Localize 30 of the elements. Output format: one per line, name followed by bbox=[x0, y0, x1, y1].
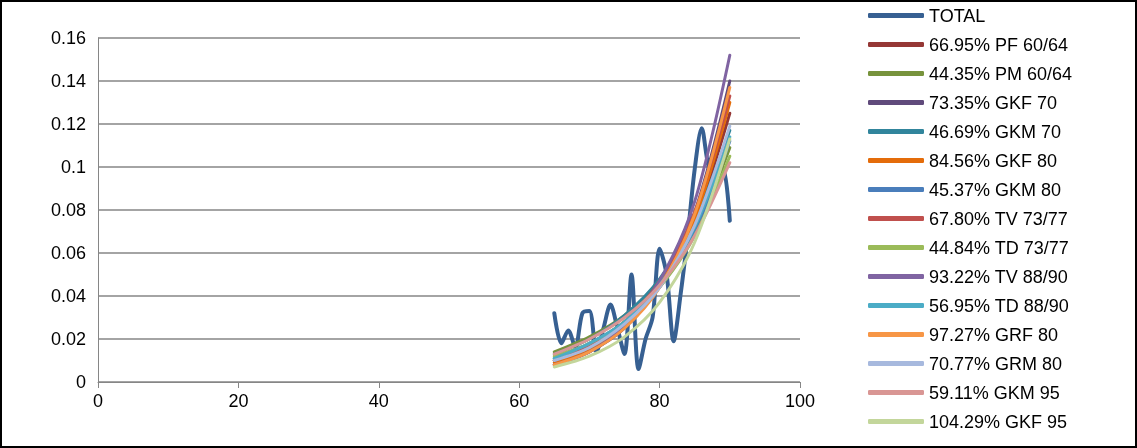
x-tick-label: 40 bbox=[368, 391, 389, 411]
legend-label: 44.84% TD 73/77 bbox=[929, 237, 1069, 258]
y-tick-label: 0.16 bbox=[50, 28, 86, 48]
x-tick-label: 60 bbox=[509, 391, 530, 411]
y-tick-label: 0.1 bbox=[60, 157, 86, 177]
y-tick-label: 0.04 bbox=[50, 286, 86, 306]
legend-label: 45.37% GKM 80 bbox=[929, 179, 1062, 200]
legend-label: 97.27% GRF 80 bbox=[929, 324, 1059, 345]
legend-label: 70.77% GRM 80 bbox=[929, 353, 1063, 374]
x-tick-label: 100 bbox=[784, 391, 816, 411]
legend-label: 56.95% TD 88/90 bbox=[929, 295, 1069, 316]
x-tick-label: 20 bbox=[228, 391, 249, 411]
legend-label: 59.11% GKM 95 bbox=[929, 382, 1060, 403]
legend-label: 73.35% GKF 70 bbox=[929, 92, 1058, 113]
x-tick-label: 80 bbox=[649, 391, 670, 411]
legend-label: 67.80% TV 73/77 bbox=[929, 208, 1068, 229]
legend-label: 46.69% GKM 70 bbox=[929, 121, 1062, 142]
legend-label: 66.95% PF 60/64 bbox=[929, 34, 1069, 55]
legend-label: 104.29% GKF 95 bbox=[929, 411, 1068, 432]
y-tick-label: 0.06 bbox=[50, 243, 86, 263]
y-tick-label: 0.02 bbox=[50, 329, 86, 349]
legend-label: 93.22% TV 88/90 bbox=[929, 266, 1068, 287]
legend-label: 84.56% GKF 80 bbox=[929, 150, 1058, 171]
y-tick-label: 0.12 bbox=[50, 114, 86, 134]
legend-label: 44.35% PM 60/64 bbox=[929, 63, 1073, 84]
y-tick-label: 0.14 bbox=[50, 71, 86, 91]
y-tick-label: 0.08 bbox=[50, 200, 86, 220]
y-tick-label: 0 bbox=[75, 372, 86, 392]
legend-label: TOTAL bbox=[929, 5, 986, 26]
x-tick-label: 0 bbox=[92, 391, 104, 411]
